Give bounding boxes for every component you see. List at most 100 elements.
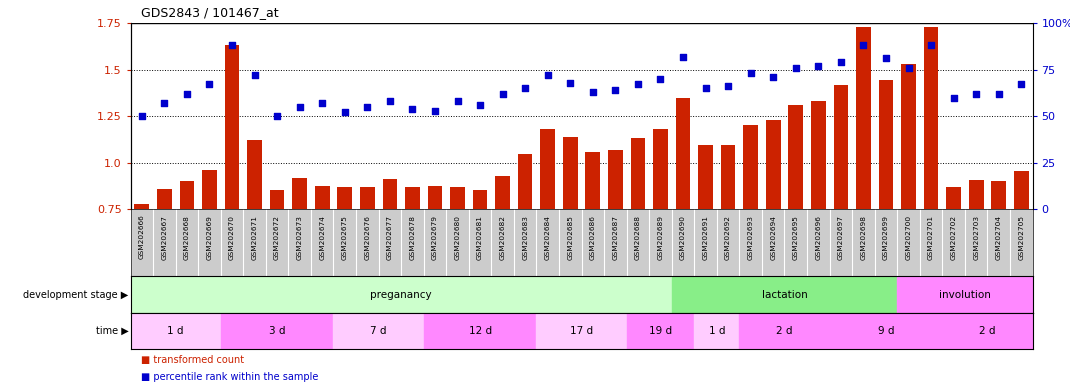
Point: [629, 81, 646, 88]
Bar: [675, 98, 690, 209]
Text: GSM202686: GSM202686: [590, 215, 596, 260]
Point: [697, 85, 714, 91]
Text: 9 d: 9 d: [877, 326, 895, 336]
Point: [494, 91, 511, 97]
Bar: [856, 27, 871, 209]
Text: time ▶: time ▶: [95, 326, 128, 336]
Point: [945, 94, 962, 101]
Point: [607, 87, 624, 93]
Point: [743, 70, 760, 76]
Text: GSM202688: GSM202688: [635, 215, 641, 260]
Text: 3 d: 3 d: [269, 326, 286, 336]
Bar: [694, 313, 739, 349]
Point: [584, 89, 601, 95]
Text: GSM202667: GSM202667: [162, 215, 167, 260]
Text: GSM202677: GSM202677: [387, 215, 393, 260]
Point: [224, 42, 241, 48]
Text: GSM202694: GSM202694: [770, 215, 776, 260]
Bar: [337, 187, 352, 209]
Point: [381, 98, 398, 104]
Bar: [220, 313, 334, 349]
Text: GSM202702: GSM202702: [950, 215, 957, 260]
Text: 7 d: 7 d: [370, 326, 387, 336]
Text: GSM202674: GSM202674: [319, 215, 325, 260]
Bar: [383, 179, 397, 209]
Point: [246, 72, 263, 78]
Text: GSM202699: GSM202699: [883, 215, 889, 260]
Text: GSM202697: GSM202697: [838, 215, 844, 260]
Text: GSM202678: GSM202678: [410, 215, 415, 260]
Bar: [630, 137, 645, 209]
Bar: [901, 64, 916, 209]
Point: [877, 55, 895, 61]
Bar: [672, 277, 898, 313]
Text: GSM202704: GSM202704: [996, 215, 1002, 260]
Bar: [180, 181, 195, 209]
Text: GSM202689: GSM202689: [657, 215, 663, 260]
Text: GSM202682: GSM202682: [500, 215, 506, 260]
Text: ■ transformed count: ■ transformed count: [141, 355, 244, 365]
Text: 12 d: 12 d: [469, 326, 491, 336]
Text: GSM202673: GSM202673: [296, 215, 303, 260]
Text: GSM202698: GSM202698: [860, 215, 867, 260]
Point: [314, 100, 331, 106]
Point: [336, 109, 353, 116]
Point: [358, 104, 376, 110]
Point: [990, 91, 1007, 97]
Point: [517, 85, 534, 91]
Point: [855, 42, 872, 48]
Point: [922, 42, 939, 48]
Text: ■ percentile rank within the sample: ■ percentile rank within the sample: [141, 372, 319, 382]
Point: [134, 113, 151, 119]
Text: GSM202693: GSM202693: [748, 215, 753, 260]
Point: [539, 72, 556, 78]
Bar: [473, 190, 488, 209]
Point: [427, 108, 444, 114]
Text: GSM202679: GSM202679: [432, 215, 438, 260]
Bar: [225, 45, 240, 209]
Bar: [135, 204, 149, 209]
Bar: [315, 186, 330, 209]
Bar: [721, 145, 735, 209]
Point: [291, 104, 308, 110]
Text: GSM202690: GSM202690: [681, 215, 686, 260]
Point: [403, 106, 421, 112]
Bar: [202, 170, 217, 209]
Bar: [992, 181, 1006, 209]
Bar: [495, 176, 510, 209]
Text: development stage ▶: development stage ▶: [24, 290, 128, 300]
Point: [832, 59, 850, 65]
Bar: [131, 277, 672, 313]
Text: preganancy: preganancy: [370, 290, 432, 300]
Text: GSM202672: GSM202672: [274, 215, 280, 260]
Bar: [811, 101, 826, 209]
Text: involution: involution: [939, 290, 991, 300]
Bar: [923, 27, 938, 209]
Point: [788, 65, 805, 71]
Text: lactation: lactation: [762, 290, 808, 300]
Text: GSM202692: GSM202692: [725, 215, 731, 260]
Text: GSM202670: GSM202670: [229, 215, 235, 260]
Point: [900, 65, 917, 71]
Text: GSM202700: GSM202700: [905, 215, 912, 260]
Point: [179, 91, 196, 97]
Bar: [1014, 171, 1028, 209]
Bar: [518, 154, 533, 209]
Text: GSM202676: GSM202676: [364, 215, 370, 260]
Bar: [360, 187, 374, 209]
Text: GSM202695: GSM202695: [793, 215, 799, 260]
Bar: [292, 178, 307, 209]
Text: 1 d: 1 d: [708, 326, 725, 336]
Bar: [270, 190, 285, 209]
Text: GSM202666: GSM202666: [139, 215, 144, 260]
Bar: [450, 187, 464, 209]
Bar: [739, 313, 829, 349]
Point: [967, 91, 984, 97]
Point: [674, 53, 691, 60]
Text: GSM202671: GSM202671: [251, 215, 258, 260]
Bar: [699, 145, 713, 209]
Bar: [829, 313, 943, 349]
Text: GSM202701: GSM202701: [928, 215, 934, 260]
Bar: [247, 141, 262, 209]
Text: GSM202685: GSM202685: [567, 215, 574, 260]
